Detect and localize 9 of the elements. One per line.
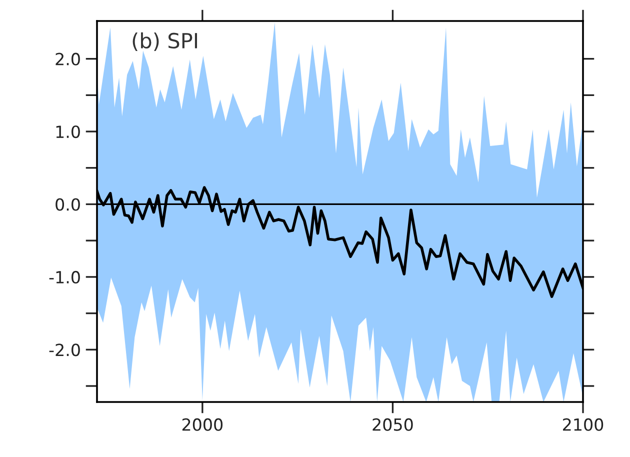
y-tick-label: 2.0	[56, 52, 80, 66]
chart-title: (b) SPI	[132, 32, 198, 52]
y-tick-label: 1.0	[56, 125, 80, 138]
y-tick-label: -2.0	[49, 344, 80, 356]
x-tick-label: 2000	[182, 418, 223, 431]
y-tick-label: 0.0	[56, 198, 80, 211]
x-tick-label: 2100	[563, 418, 604, 431]
x-tick-label: 2050	[372, 418, 413, 431]
y-tick-label: -1.0	[49, 270, 80, 284]
